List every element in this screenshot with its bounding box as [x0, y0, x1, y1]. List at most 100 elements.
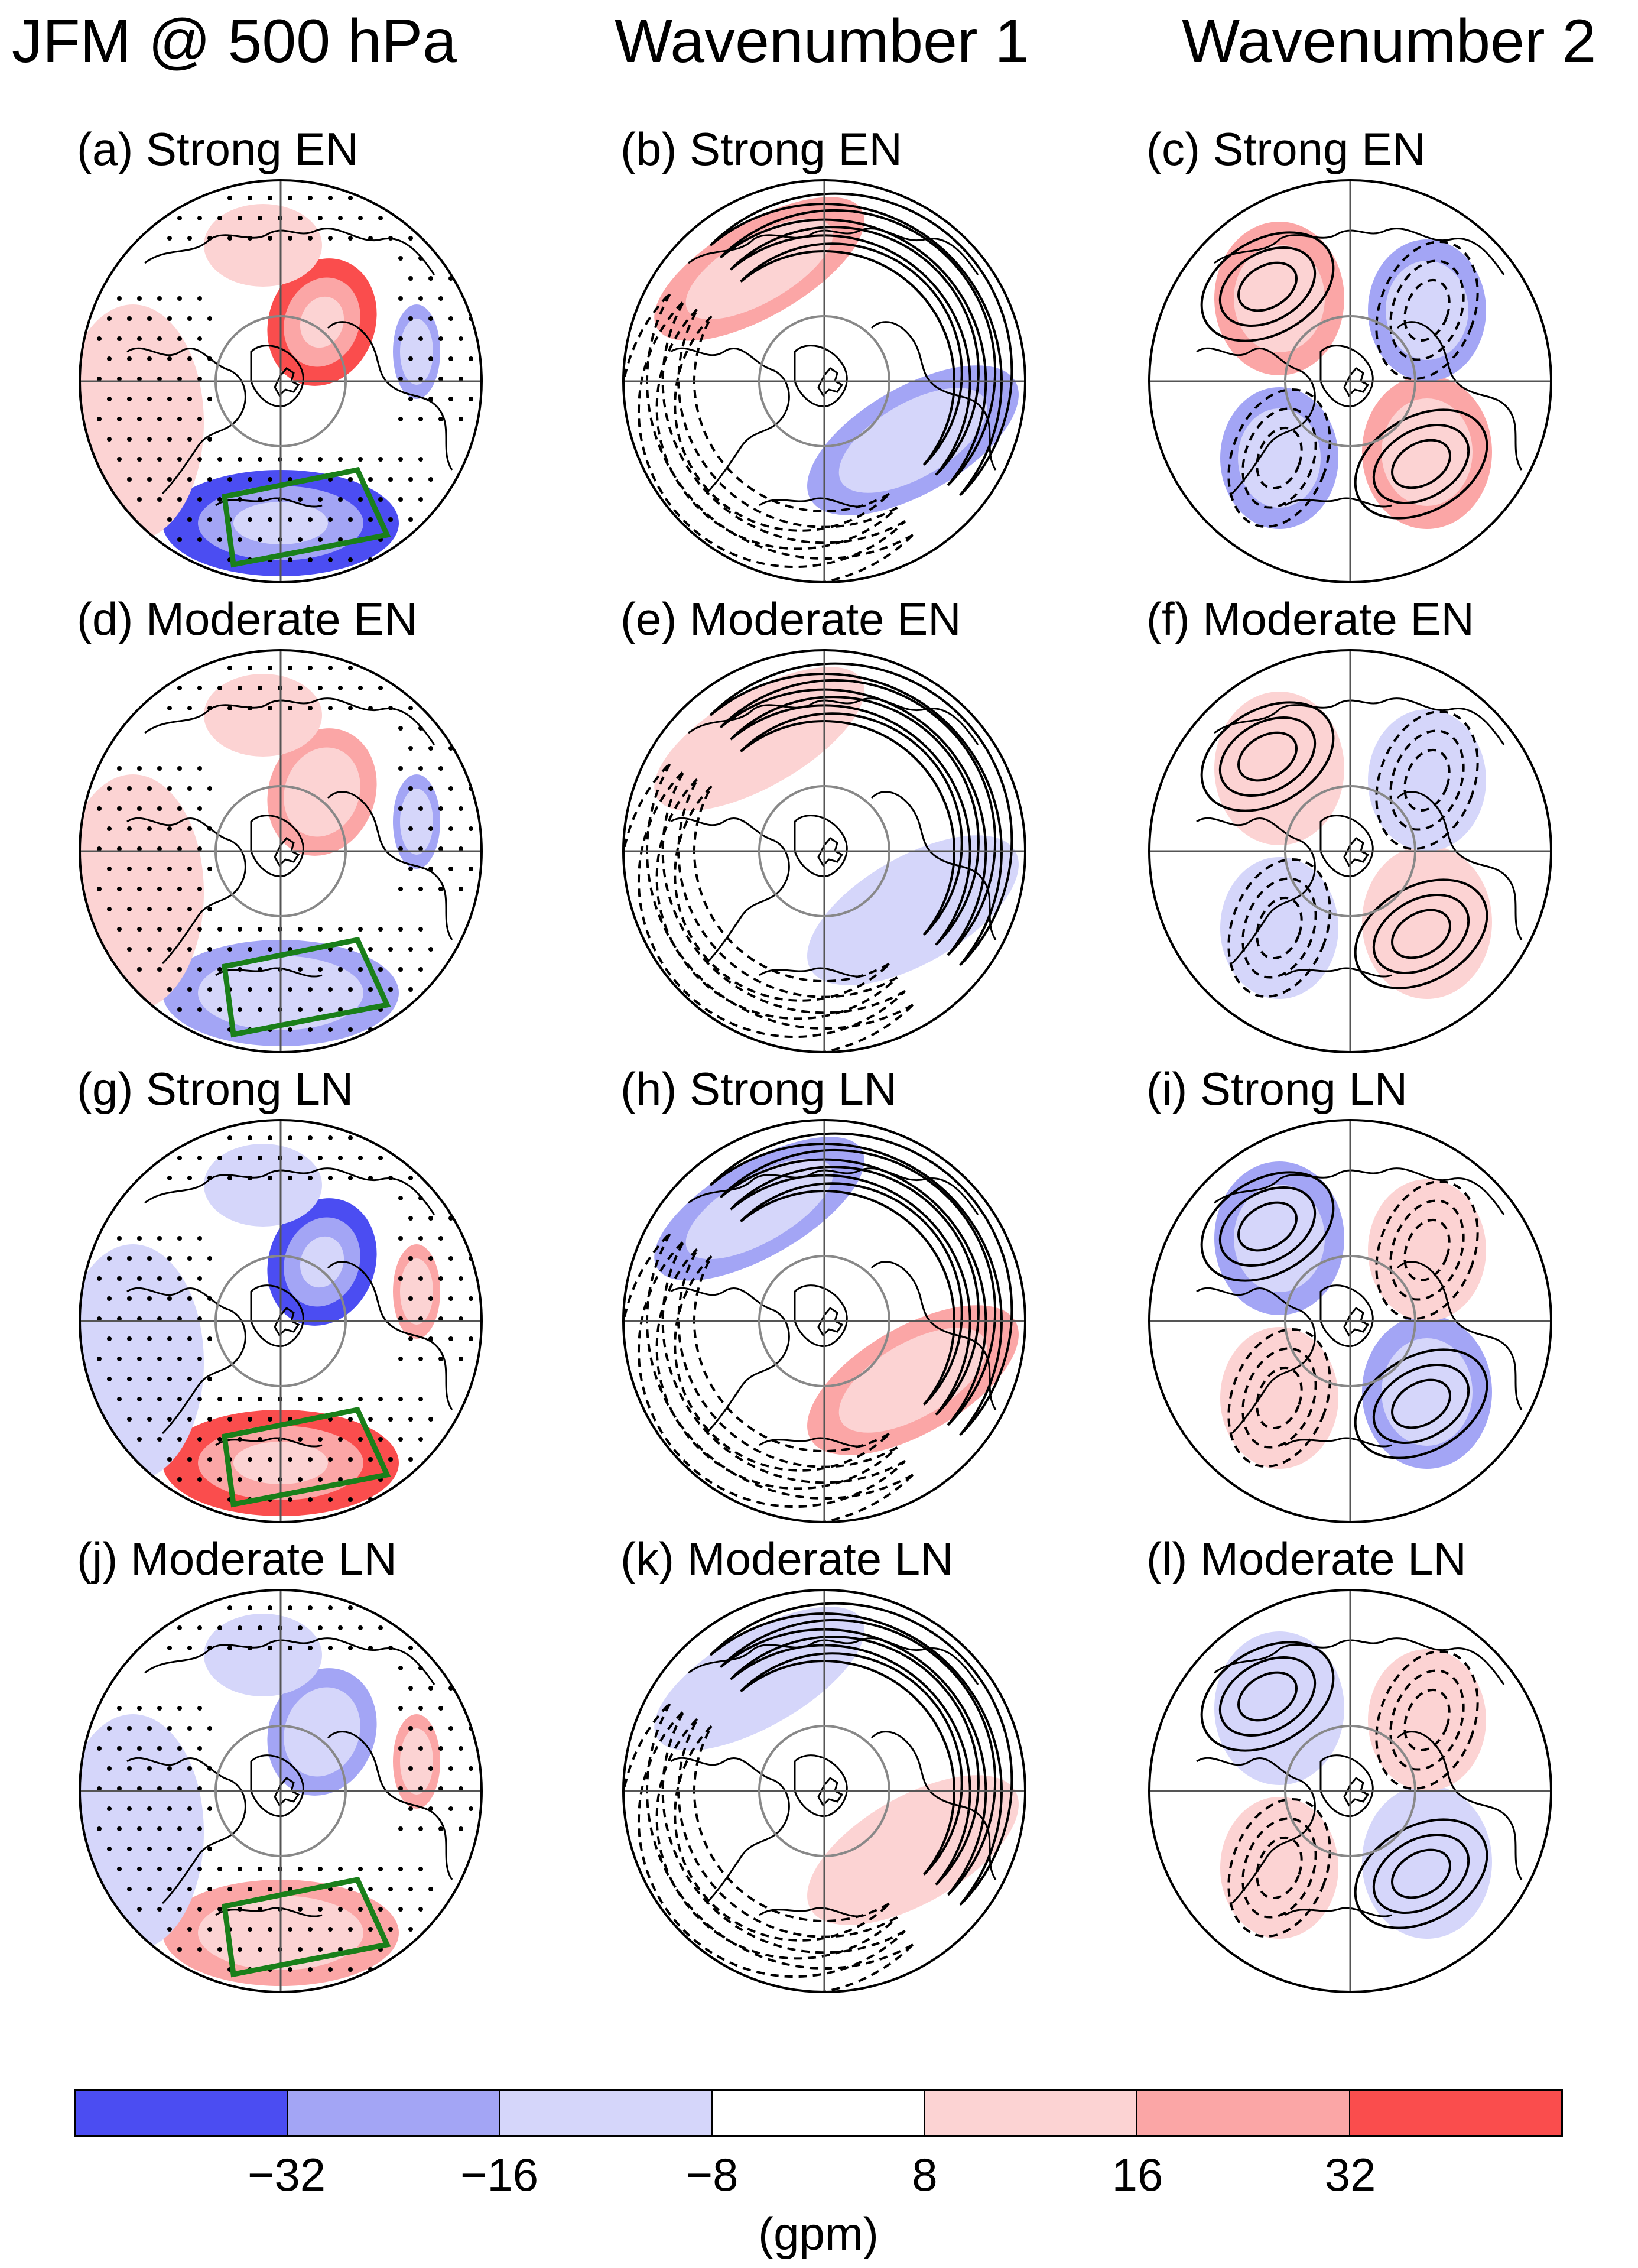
coastlines — [670, 1637, 997, 1917]
contour-wave2-negative-1 — [1375, 240, 1479, 381]
latitude-circle — [758, 785, 890, 917]
column-title-total: JFM @ 500 hPa — [12, 7, 457, 76]
panel-label: (j) Moderate LN — [77, 1533, 397, 1585]
column-title-wavenumber2: Wavenumber 2 — [1182, 7, 1597, 76]
shaded-anomaly-wave2-d — [1220, 1797, 1338, 1939]
colorbar-tick-label: −16 — [460, 2149, 539, 2201]
panel-label: (a) Strong EN — [77, 123, 359, 175]
coastlines — [1196, 1637, 1523, 1917]
colorbar-bin — [713, 2091, 925, 2135]
shaded-anomaly-wave2-d — [1220, 387, 1338, 529]
latitude-circle — [214, 1725, 347, 1857]
latitude-circle — [1284, 785, 1416, 917]
polar-map-panel — [79, 179, 483, 583]
shaded-anomaly-arctic — [267, 1668, 377, 1796]
significance-stippling — [97, 196, 473, 562]
latitude-circle — [214, 1255, 347, 1387]
latitude-circle — [214, 315, 347, 447]
shaded-anomaly-atlantic — [393, 1714, 440, 1809]
shaded-anomaly-wave1-b — [807, 835, 1019, 985]
panel-label: (d) Moderate EN — [77, 593, 418, 645]
panel-label: (h) Strong LN — [620, 1063, 898, 1115]
polar-map-panel — [622, 649, 1026, 1053]
polar-map-panel — [622, 1589, 1026, 1993]
shaded-anomaly-arctic — [267, 258, 377, 386]
region-box — [221, 1406, 391, 1508]
region-box — [221, 936, 391, 1038]
coastlines — [670, 1167, 997, 1448]
shaded-anomaly-wave2-c — [1368, 239, 1486, 381]
map-boundary — [622, 179, 1026, 583]
latitude-circle — [1284, 1255, 1416, 1387]
panel-label: (f) Moderate EN — [1146, 593, 1474, 645]
polar-map-panel — [1148, 1119, 1552, 1523]
shaded-anomaly-arctic — [267, 728, 377, 856]
contour-wave2-negative-2 — [1227, 388, 1331, 528]
coastlines — [1196, 697, 1523, 978]
colorbar-bin — [1350, 2091, 1561, 2135]
colorbar-tick-label: 16 — [1112, 2149, 1164, 2201]
shaded-anomaly-wave2-c — [1368, 1649, 1486, 1791]
polar-map-panel — [622, 179, 1026, 583]
map-boundary — [1148, 179, 1552, 583]
colorbar-unit-label: (gpm) — [758, 2208, 879, 2260]
colorbar-tick-label: −8 — [685, 2149, 739, 2201]
shaded-anomaly-wave1-b — [807, 1775, 1019, 1925]
polar-map-panel — [1148, 179, 1552, 583]
map-boundary — [1148, 649, 1552, 1053]
region-box — [221, 466, 391, 568]
shaded-anomaly-wave2-d — [1220, 857, 1338, 999]
latitude-circle — [1284, 1725, 1416, 1857]
contour-wave2-positive-1 — [1200, 701, 1335, 812]
colorbar-bin — [500, 2091, 713, 2135]
shaded-anomaly-wave2-b — [1362, 845, 1492, 999]
shaded-anomaly-atlantic — [393, 304, 440, 399]
contour-wave1-positive — [709, 662, 1013, 966]
panel-label: (g) Strong LN — [77, 1063, 354, 1115]
shaded-anomaly-north — [204, 1614, 322, 1696]
shaded-anomaly-wave2-b — [1362, 375, 1492, 529]
contour-wave2-positive-2 — [1354, 878, 1488, 989]
coastlines — [670, 228, 997, 508]
coastlines — [126, 1637, 453, 1917]
map-boundary — [622, 1589, 1026, 1993]
region-box — [221, 1876, 391, 1978]
colorbar-tick-label: 32 — [1324, 2149, 1376, 2201]
colorbar-tick-label: 8 — [912, 2149, 938, 2201]
map-boundary — [79, 179, 483, 583]
shaded-anomaly-arctic — [267, 1198, 377, 1326]
shaded-anomaly-atlantic — [393, 1244, 440, 1339]
shaded-anomaly-wave2-c — [1368, 1179, 1486, 1321]
coastlines — [670, 697, 997, 978]
shaded-anomaly-wave2-d — [1220, 1327, 1338, 1469]
shaded-anomaly-north — [204, 1144, 322, 1227]
shaded-anomaly-wave2-b — [1362, 1315, 1492, 1469]
coastlines — [126, 228, 453, 508]
colorbar-bin — [76, 2091, 288, 2135]
coastlines — [1196, 1167, 1523, 1448]
latitude-circle — [758, 315, 890, 447]
shaded-anomaly-wave2-b — [1362, 1785, 1492, 1939]
coastlines — [126, 697, 453, 978]
latitude-circle — [758, 1255, 890, 1387]
polar-map-panel — [1148, 1589, 1552, 1993]
panel-label: (i) Strong LN — [1146, 1063, 1408, 1115]
contour-wave2-positive-1 — [1200, 1641, 1335, 1752]
panel-label: (c) Strong EN — [1146, 123, 1426, 175]
map-boundary — [1148, 1119, 1552, 1523]
contour-wave1-positive — [709, 192, 1013, 497]
shaded-anomaly-north — [204, 674, 322, 757]
map-boundary — [622, 1119, 1026, 1523]
map-boundary — [622, 649, 1026, 1053]
colorbar-tick-label: −32 — [247, 2149, 326, 2201]
panel-label: (b) Strong EN — [620, 123, 902, 175]
map-boundary — [79, 1119, 483, 1523]
panel-label: (l) Moderate LN — [1146, 1533, 1467, 1585]
polar-map-panel — [622, 1119, 1026, 1523]
polar-map-panel — [79, 1119, 483, 1523]
contour-wave2-positive-1 — [1200, 231, 1335, 342]
latitude-circle — [214, 785, 347, 917]
panel-label: (e) Moderate EN — [620, 593, 961, 645]
contour-wave2-positive-1 — [1200, 1171, 1335, 1282]
shaded-anomaly-north — [204, 204, 322, 287]
